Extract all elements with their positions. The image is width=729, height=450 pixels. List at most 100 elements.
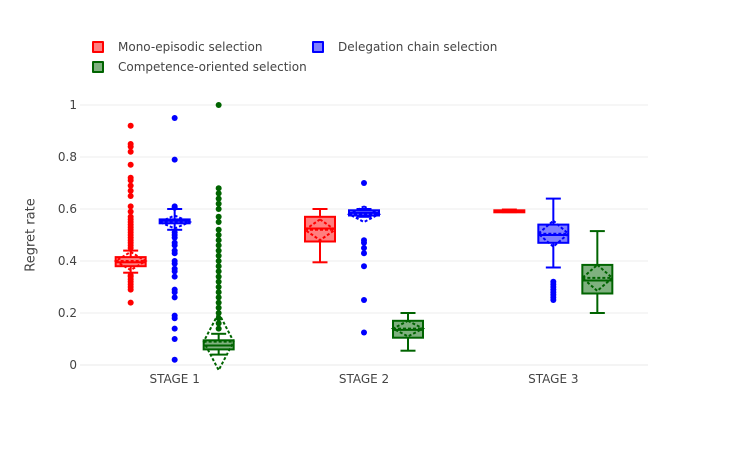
outlier-point — [215, 268, 222, 275]
outlier-point — [215, 284, 222, 290]
outlier-point — [215, 263, 222, 270]
outlier-point — [127, 122, 134, 129]
box-0-0 — [113, 122, 148, 306]
outlier-point — [361, 329, 367, 336]
outlier-point — [171, 268, 178, 275]
outlier-point — [215, 102, 222, 108]
box-1-0 — [157, 115, 193, 363]
outlier-point — [215, 206, 222, 212]
y-tick-label: 0.6 — [58, 202, 77, 216]
outlier-point — [361, 250, 367, 257]
legend-label-mono-episodic: Mono-episodic selection — [118, 40, 263, 54]
outlier-point — [171, 325, 178, 332]
outlier-point — [215, 226, 222, 233]
y-tick-label: 0.2 — [58, 306, 77, 320]
legend-swatch-delegation-chain — [312, 41, 324, 53]
box-plots — [113, 102, 614, 373]
outlier-point — [171, 242, 178, 249]
outlier-point — [215, 252, 222, 259]
y-tick-label: 0.8 — [58, 150, 77, 164]
outlier-point — [171, 260, 178, 267]
outlier-point — [215, 247, 222, 254]
outlier-point — [171, 289, 178, 296]
x-tick-label: STAGE 2 — [339, 372, 389, 386]
outlier-point — [215, 237, 222, 244]
outlier-point — [215, 325, 222, 332]
outlier-point — [127, 203, 134, 210]
outlier-point — [127, 148, 134, 155]
legend-label-delegation-chain: Delegation chain selection — [338, 40, 498, 54]
outlier-point — [171, 315, 178, 322]
sd-diamond — [157, 214, 193, 230]
x-tick-label: STAGE 1 — [149, 372, 199, 386]
outlier-point — [127, 182, 134, 189]
box-2-0 — [202, 102, 235, 373]
outlier-point — [215, 190, 222, 197]
outlier-point — [127, 299, 134, 306]
legend[interactable]: Mono-episodic selection Delegation chain… — [90, 40, 550, 82]
outlier-point — [171, 356, 178, 363]
outlier-point — [215, 185, 222, 192]
legend-item-mono-episodic[interactable]: Mono-episodic selection — [92, 40, 262, 54]
outlier-point — [215, 310, 222, 316]
y-tick-label: 0 — [69, 358, 77, 372]
x-tick-label: STAGE 3 — [528, 372, 578, 386]
outlier-point — [127, 208, 134, 215]
outlier-point — [215, 320, 222, 327]
legend-item-delegation-chain[interactable]: Delegation chain selection — [312, 40, 497, 54]
outlier-point — [215, 299, 222, 306]
outlier-point — [171, 204, 178, 211]
outlier-point — [361, 180, 367, 186]
outlier-point — [215, 195, 222, 202]
sd-diamond — [536, 219, 570, 249]
box-1-2 — [536, 197, 570, 303]
y-axis-label: Regret rate — [23, 198, 39, 272]
outlier-point — [171, 336, 178, 342]
outlier-point — [215, 213, 222, 220]
y-tick-label: 0.4 — [58, 254, 77, 268]
outlier-point — [171, 250, 178, 257]
legend-label-competence-oriented: Competence-oriented selection — [118, 60, 307, 74]
outlier-point — [171, 273, 178, 280]
outlier-point — [127, 193, 134, 199]
box-2-2 — [580, 230, 614, 314]
y-axis-ticks: 0 0.2 0.4 0.6 0.8 1 — [58, 98, 77, 372]
outlier-point — [127, 245, 134, 251]
box-1-1 — [346, 180, 382, 336]
outlier-point — [215, 294, 222, 301]
outlier-point — [215, 273, 222, 280]
outlier-point — [215, 289, 222, 296]
sd-diamond — [580, 264, 614, 293]
legend-swatch-competence-oriented — [92, 61, 104, 73]
box-body — [581, 263, 614, 295]
outlier-point — [171, 115, 178, 121]
outlier-point — [127, 143, 134, 150]
x-axis-ticks: STAGE 1 STAGE 2 STAGE 3 — [149, 372, 578, 386]
outlier-point — [215, 278, 222, 285]
outlier-point — [361, 297, 367, 303]
outlier-point — [361, 239, 367, 246]
outlier-point — [361, 245, 367, 251]
outlier-point — [215, 219, 222, 225]
legend-swatch-mono-episodic — [92, 41, 104, 53]
box-0-1 — [303, 208, 337, 264]
box-0-2 — [493, 208, 526, 214]
sd-diamond — [346, 205, 382, 224]
legend-item-competence-oriented[interactable]: Competence-oriented selection — [92, 60, 307, 74]
box-2-1 — [390, 312, 426, 352]
outlier-point — [171, 234, 178, 241]
outlier-point — [215, 304, 222, 311]
outlier-point — [215, 242, 222, 249]
outlier-point — [215, 200, 222, 207]
outlier-point — [127, 286, 134, 293]
sd-diamond — [303, 218, 337, 242]
outlier-point — [215, 232, 222, 238]
y-tick-label: 1 — [69, 98, 77, 112]
outlier-point — [127, 161, 134, 168]
outlier-point — [215, 315, 222, 322]
sd-diamond — [390, 319, 426, 338]
outlier-point — [171, 156, 178, 163]
outlier-point — [171, 294, 178, 301]
outlier-point — [550, 297, 557, 303]
